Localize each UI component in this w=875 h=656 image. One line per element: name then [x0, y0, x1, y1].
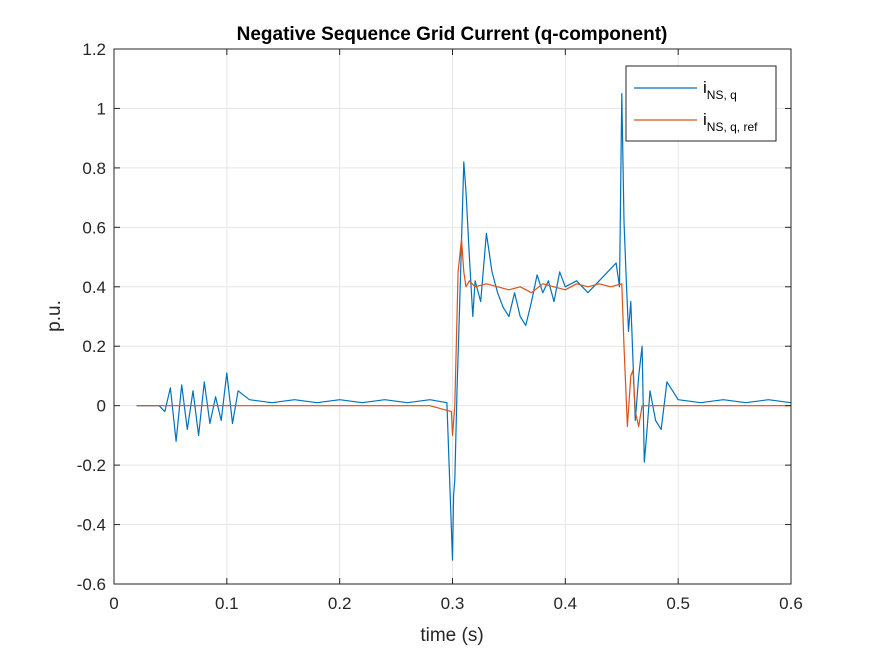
legend-label-main: i: [703, 78, 707, 97]
x-tick-label: 0.1: [215, 594, 239, 613]
x-tick-label: 0: [109, 594, 118, 613]
x-tick-label: 0.3: [441, 594, 465, 613]
x-axis-label: time (s): [420, 625, 483, 646]
series-line-2: [136, 238, 791, 436]
legend-label-subscript: NS, q, ref: [707, 120, 758, 134]
legend-label-series-1: iNS, q: [703, 78, 737, 102]
x-tick-label: 0.6: [779, 594, 803, 613]
legend: iNS, q iNS, q, ref: [625, 65, 777, 142]
y-tick-label: 0.6: [82, 218, 106, 237]
y-tick-label: 1.2: [82, 40, 106, 59]
x-tick-label: 0.4: [554, 594, 578, 613]
y-tick-label: -0.6: [77, 575, 106, 594]
x-tick-label: 0.2: [328, 594, 352, 613]
legend-label-main: i: [703, 110, 707, 129]
y-tick-label: -0.2: [77, 456, 106, 475]
legend-label-subscript: NS, q: [707, 88, 737, 102]
legend-box: [625, 65, 777, 142]
axis-ticks: [113, 48, 792, 585]
y-tick-label: 0.8: [82, 159, 106, 178]
series-line-1: [136, 92, 792, 561]
y-axis-label: p.u.: [44, 300, 65, 332]
x-tick-labels: 0 0.1 0.2 0.3 0.4 0.5 0.6: [109, 594, 803, 613]
y-tick-label: -0.4: [77, 516, 106, 535]
y-tick-label: 0.2: [82, 337, 106, 356]
legend-label-series-2: iNS, q, ref: [703, 110, 758, 134]
y-tick-label: 0.4: [82, 278, 106, 297]
chart-title: Negative Sequence Grid Current (q-compon…: [237, 24, 668, 45]
y-tick-label: 1: [97, 99, 106, 118]
y-tick-labels: -0.6 -0.4 -0.2 0 0.2 0.4 0.6 0.8 1 1.2: [77, 40, 106, 594]
x-tick-label: 0.5: [666, 594, 690, 613]
y-tick-label: 0: [97, 397, 106, 416]
series-layer: [136, 92, 792, 561]
